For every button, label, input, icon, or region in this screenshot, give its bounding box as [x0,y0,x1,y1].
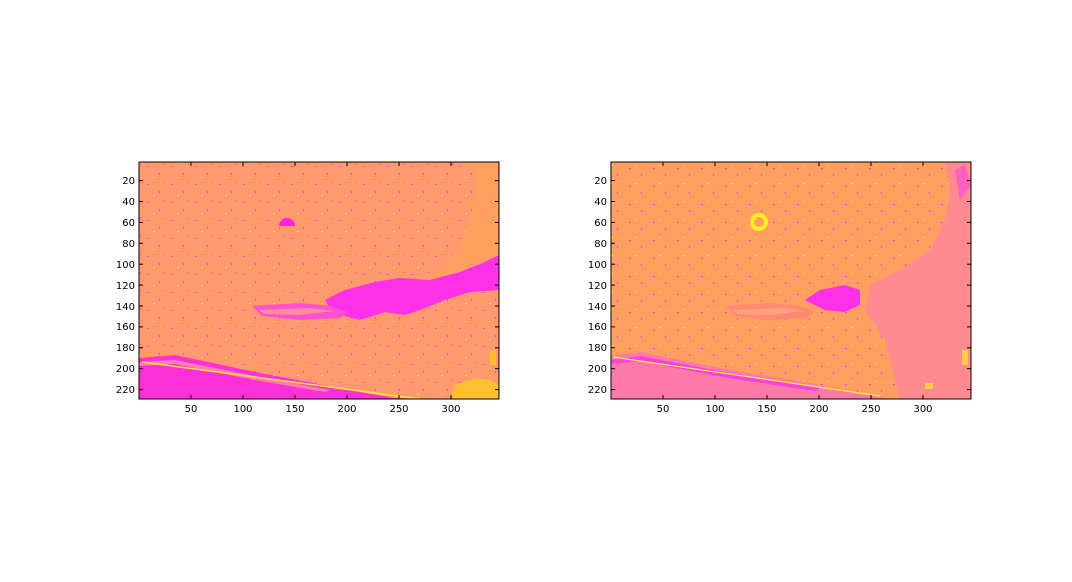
left-x-ticks: 50 100 150 200 250 300 [185,162,461,415]
right-image-yellow-ring [750,213,768,231]
left-y-tick-label: 200 [116,364,135,375]
right-y-tick-label: 140 [588,302,607,313]
left-x-tick-label: 200 [337,404,356,415]
left-image-right-region [410,162,499,300]
left-image-yellow-corner [450,378,499,399]
right-y-tick-label: 220 [588,385,607,396]
right-y-tick-label: 100 [588,260,607,271]
left-image-magenta-blob [325,255,499,320]
left-x-tick-label: 100 [233,404,252,415]
right-y-tick-label: 40 [594,197,607,208]
left-x-tick-label: 250 [389,404,408,415]
left-y-tick-label: 220 [116,385,135,396]
right-image-magenta-blob [805,285,860,312]
right-y-tick-label: 80 [594,239,607,250]
right-y-tick-label: 160 [588,322,607,333]
right-x-tick-label: 300 [913,404,932,415]
left-x-tick-label: 50 [185,404,198,415]
left-y-tick-label: 140 [116,302,135,313]
left-y-tick-label: 20 [122,176,135,187]
left-y-tick-label: 100 [116,260,135,271]
right-x-tick-label: 100 [705,404,724,415]
right-x-tick-label: 250 [861,404,880,415]
left-image-semicircle [279,218,295,226]
right-y-tick-label: 200 [588,364,607,375]
left-image [139,162,499,399]
left-y-tick-label: 180 [116,343,135,354]
right-x-tick-label: 200 [809,404,828,415]
left-y-ticks: 20 40 60 80 100 120 140 160 180 200 220 [116,176,499,396]
left-y-tick-label: 60 [122,218,135,229]
left-y-tick-label: 80 [122,239,135,250]
right-x-ticks: 50 100 150 200 250 300 [657,162,933,415]
right-image-right-region [865,162,971,399]
right-y-tick-label: 60 [594,218,607,229]
right-x-tick-label: 150 [757,404,776,415]
right-x-tick-label: 50 [657,404,670,415]
right-y-ticks: 20 40 60 80 100 120 140 160 180 200 220 [588,176,971,396]
right-y-tick-label: 120 [588,281,607,292]
right-image [611,162,971,399]
left-y-tick-label: 160 [116,322,135,333]
left-x-tick-label: 300 [441,404,460,415]
right-y-tick-label: 20 [594,176,607,187]
left-axes-frame [138,161,500,400]
right-axes-frame [610,161,972,400]
left-y-tick-label: 120 [116,281,135,292]
left-y-tick-label: 40 [122,197,135,208]
right-y-tick-label: 180 [588,343,607,354]
left-x-tick-label: 150 [285,404,304,415]
